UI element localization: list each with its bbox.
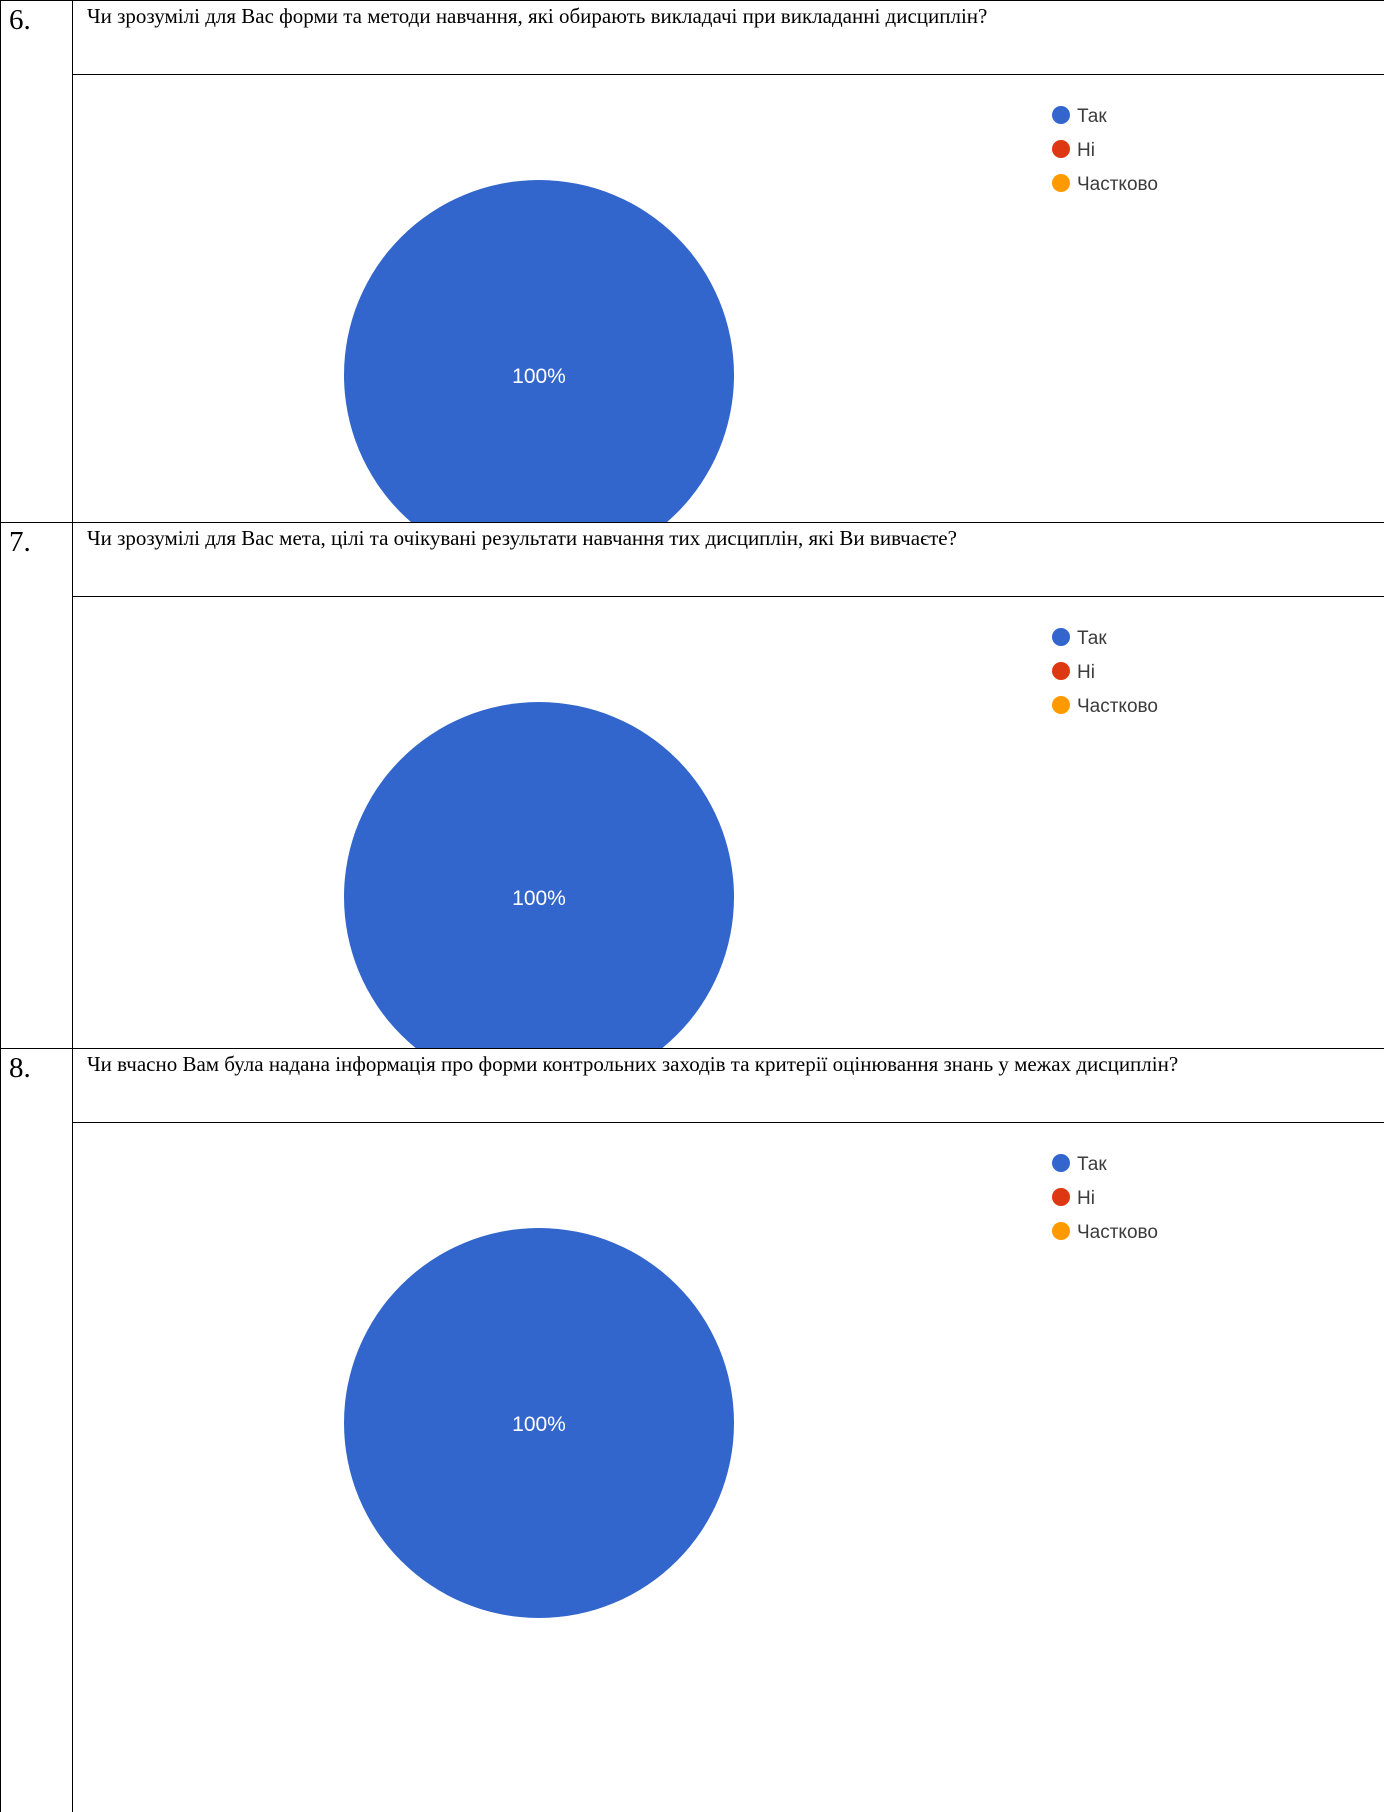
pie-chart-cell: 100% Так Ні Частково bbox=[72, 1122, 1384, 1812]
chart-legend: Так Ні Частково bbox=[1052, 106, 1158, 195]
pie-data-label: 100% bbox=[512, 365, 566, 388]
pie-slice bbox=[344, 702, 734, 1048]
legend-label: Так bbox=[1077, 106, 1107, 127]
legend-marker bbox=[1052, 1188, 1070, 1206]
legend-label: Частково bbox=[1077, 696, 1158, 717]
question-text: Чи вчасно Вам була надана інформація про… bbox=[72, 1048, 1384, 1122]
legend-marker bbox=[1052, 696, 1070, 714]
legend-marker bbox=[1052, 174, 1070, 192]
pie-data-label: 100% bbox=[512, 1413, 566, 1436]
legend-marker bbox=[1052, 1154, 1070, 1172]
pie-chart-cell: 100% Так Ні Частково bbox=[72, 596, 1384, 1048]
question-text: Чи зрозумілі для Вас форми та методи нав… bbox=[72, 0, 1384, 74]
legend-marker bbox=[1052, 140, 1070, 158]
pie-chart: 100% Так Ні Частково bbox=[344, 628, 1158, 1048]
pie-chart-cell: 100% Так Ні Частково bbox=[72, 74, 1384, 522]
row-number: 6. bbox=[0, 0, 72, 522]
legend-label: Так bbox=[1077, 628, 1107, 649]
row-number: 7. bbox=[0, 522, 72, 1048]
row-number: 8. bbox=[0, 1048, 72, 1812]
pie-data-label: 100% bbox=[512, 887, 566, 910]
pie-chart: 100% Так Ні Частково bbox=[344, 1154, 1158, 1618]
legend-label: Частково bbox=[1077, 174, 1158, 195]
legend-marker bbox=[1052, 106, 1070, 124]
legend-label: Так bbox=[1077, 1154, 1107, 1175]
question-text: Чи зрозумілі для Вас мета, цілі та очіку… bbox=[72, 522, 1384, 596]
legend-label: Ні bbox=[1077, 140, 1095, 161]
pie-slice bbox=[344, 1228, 734, 1618]
pie-chart: 100% Так Ні Частково bbox=[344, 106, 1158, 522]
legend-marker bbox=[1052, 662, 1070, 680]
chart-legend: Так Ні Частково bbox=[1052, 1154, 1158, 1243]
legend-label: Частково bbox=[1077, 1222, 1158, 1243]
legend-label: Ні bbox=[1077, 662, 1095, 683]
legend-marker bbox=[1052, 628, 1070, 646]
legend-label: Ні bbox=[1077, 1188, 1095, 1209]
chart-legend: Так Ні Частково bbox=[1052, 628, 1158, 717]
pie-slice bbox=[344, 180, 734, 522]
legend-marker bbox=[1052, 1222, 1070, 1240]
